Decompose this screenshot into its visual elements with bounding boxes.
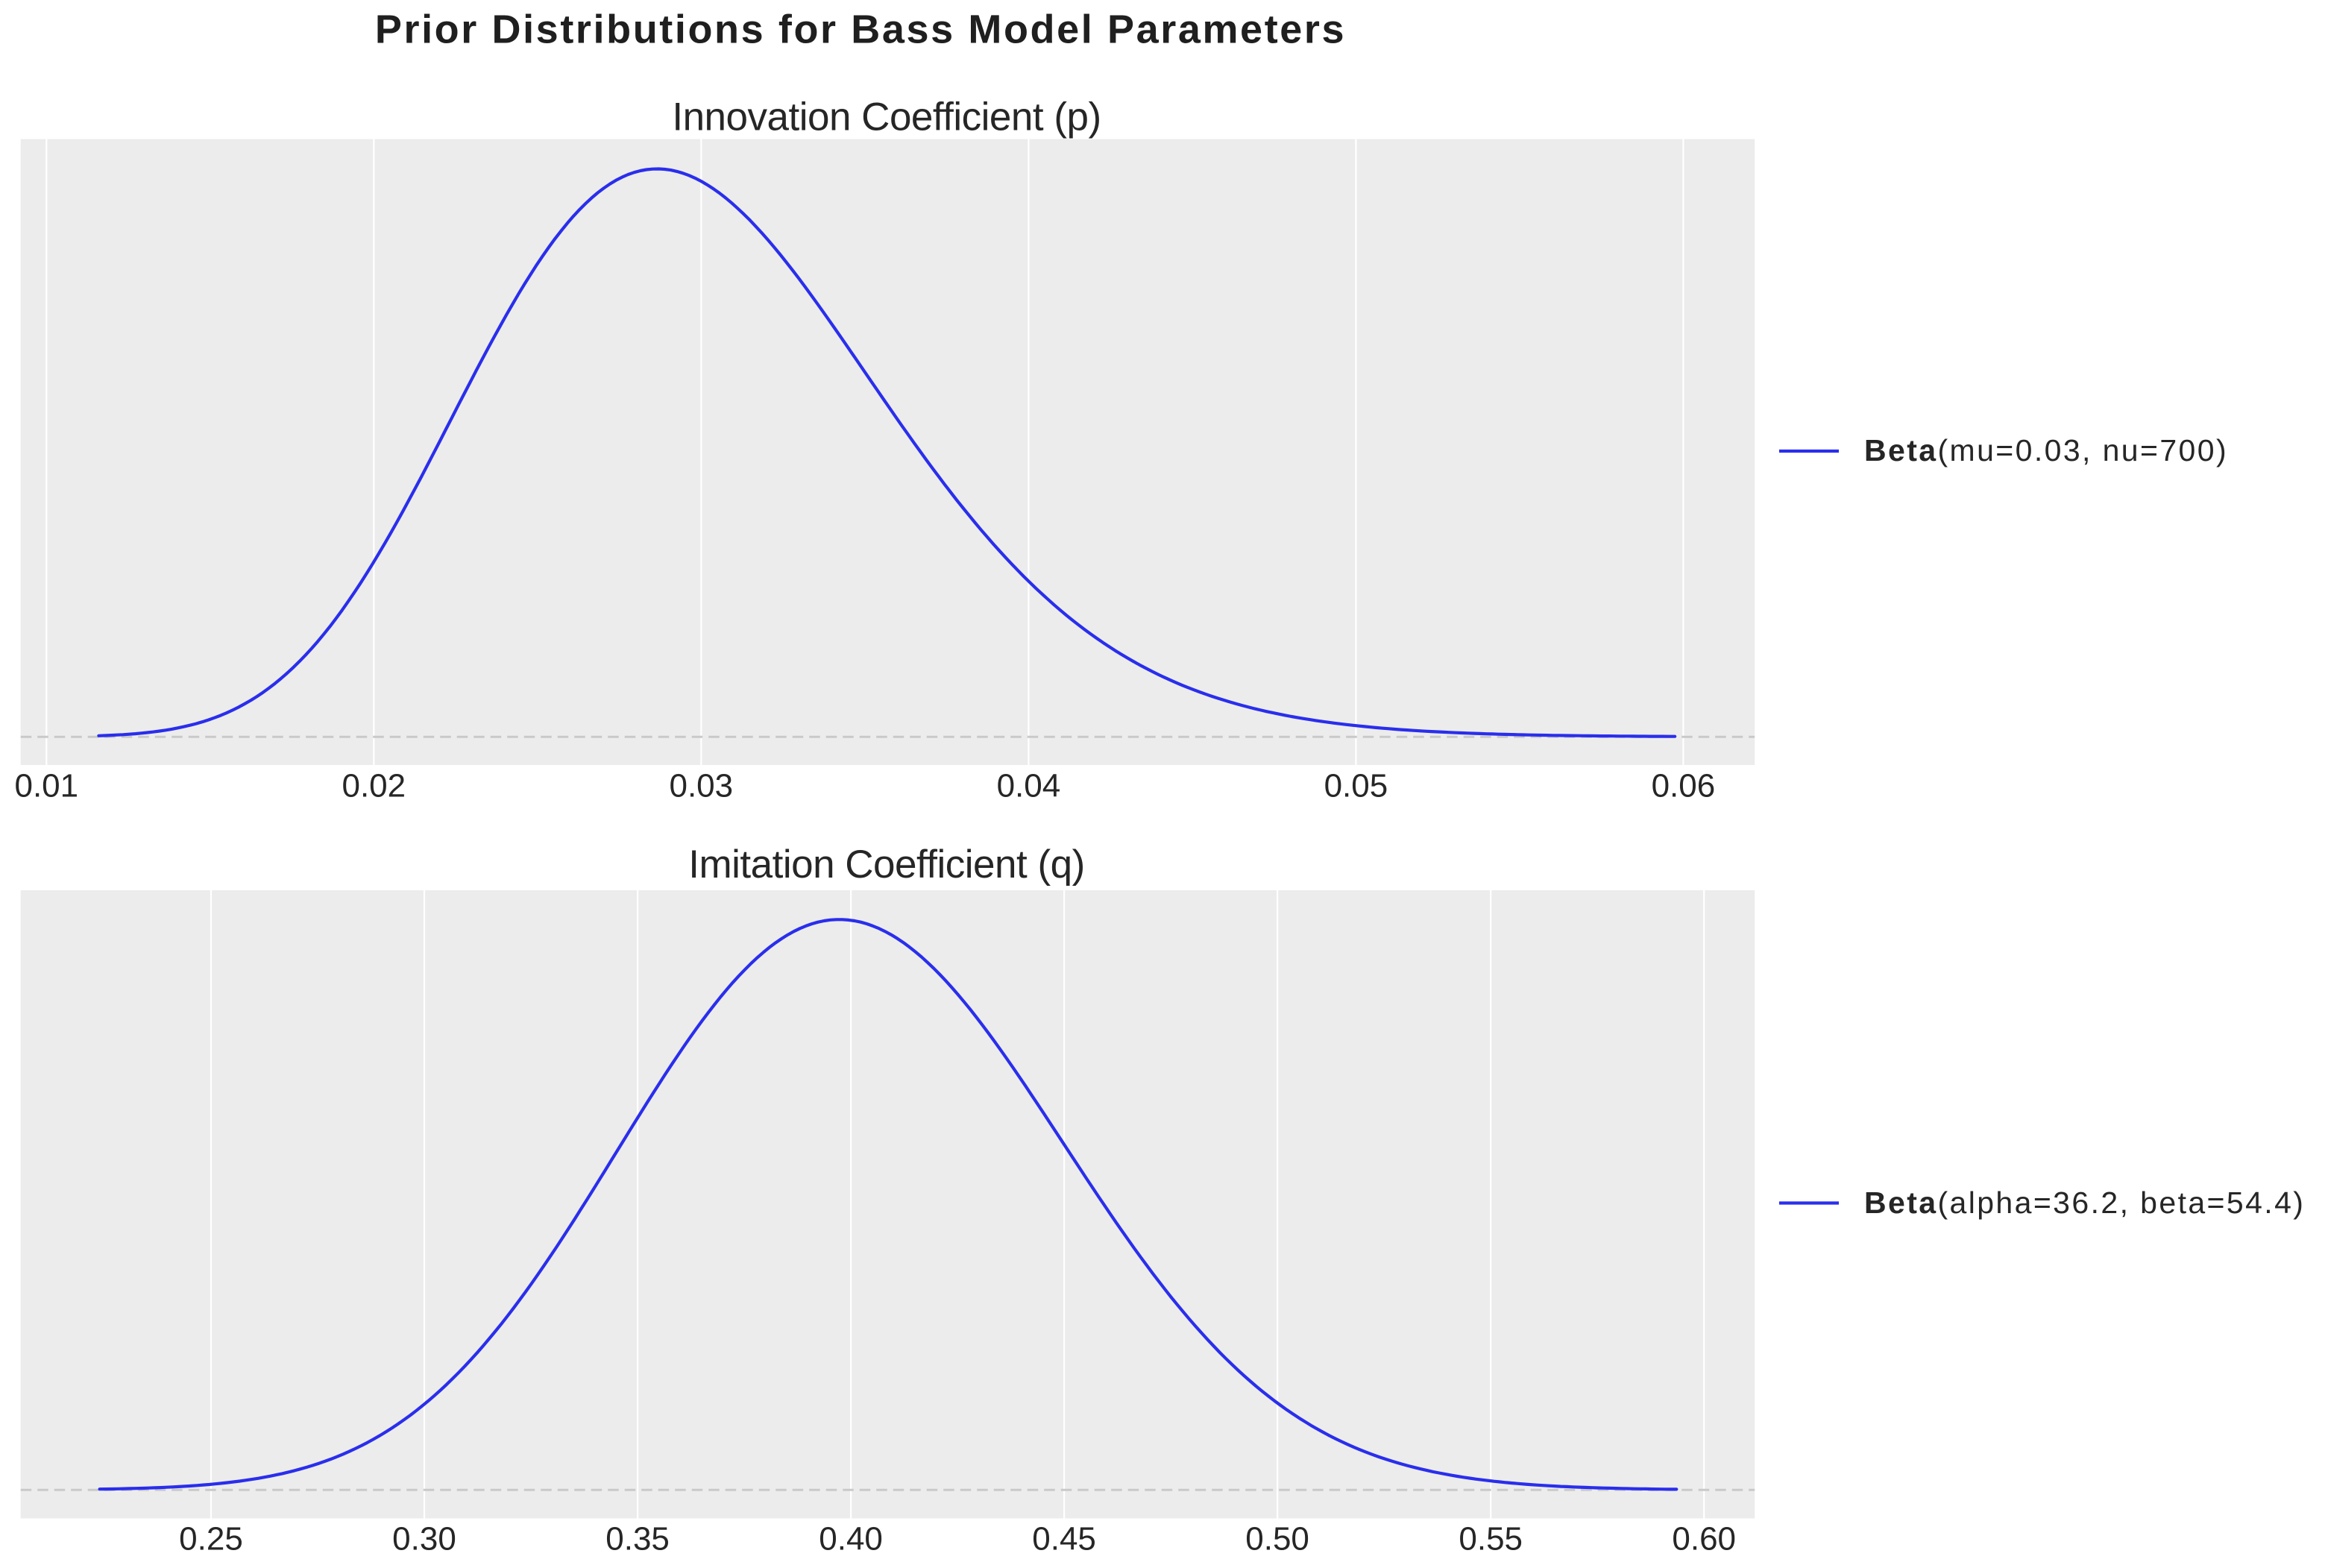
svg-text:0.01: 0.01 [14, 768, 78, 805]
svg-text:Imitation Coefficient (q): Imitation Coefficient (q) [688, 843, 1084, 887]
svg-text:0.55: 0.55 [1459, 1521, 1523, 1558]
svg-text:0.35: 0.35 [605, 1521, 670, 1558]
svg-text:0.02: 0.02 [342, 768, 406, 805]
svg-text:0.25: 0.25 [179, 1521, 243, 1558]
svg-text:Innovation Coefficient (p): Innovation Coefficient (p) [672, 95, 1101, 139]
svg-text:0.06: 0.06 [1652, 768, 1716, 805]
svg-text:Prior Distributions for Bass M: Prior Distributions for Bass Model Param… [375, 7, 1346, 52]
svg-text:0.30: 0.30 [392, 1521, 456, 1558]
svg-text:0.50: 0.50 [1245, 1521, 1309, 1558]
svg-text:0.05: 0.05 [1324, 768, 1388, 805]
svg-text:0.04: 0.04 [997, 768, 1061, 805]
svg-text:0.40: 0.40 [819, 1521, 883, 1558]
svg-text:0.60: 0.60 [1672, 1521, 1736, 1558]
svg-text:0.45: 0.45 [1032, 1521, 1096, 1558]
svg-text:0.03: 0.03 [669, 768, 733, 805]
svg-text:Beta(mu=0.03, nu=700): Beta(mu=0.03, nu=700) [1864, 433, 2228, 467]
svg-text:Beta(alpha=36.2, beta=54.4): Beta(alpha=36.2, beta=54.4) [1864, 1186, 2305, 1220]
